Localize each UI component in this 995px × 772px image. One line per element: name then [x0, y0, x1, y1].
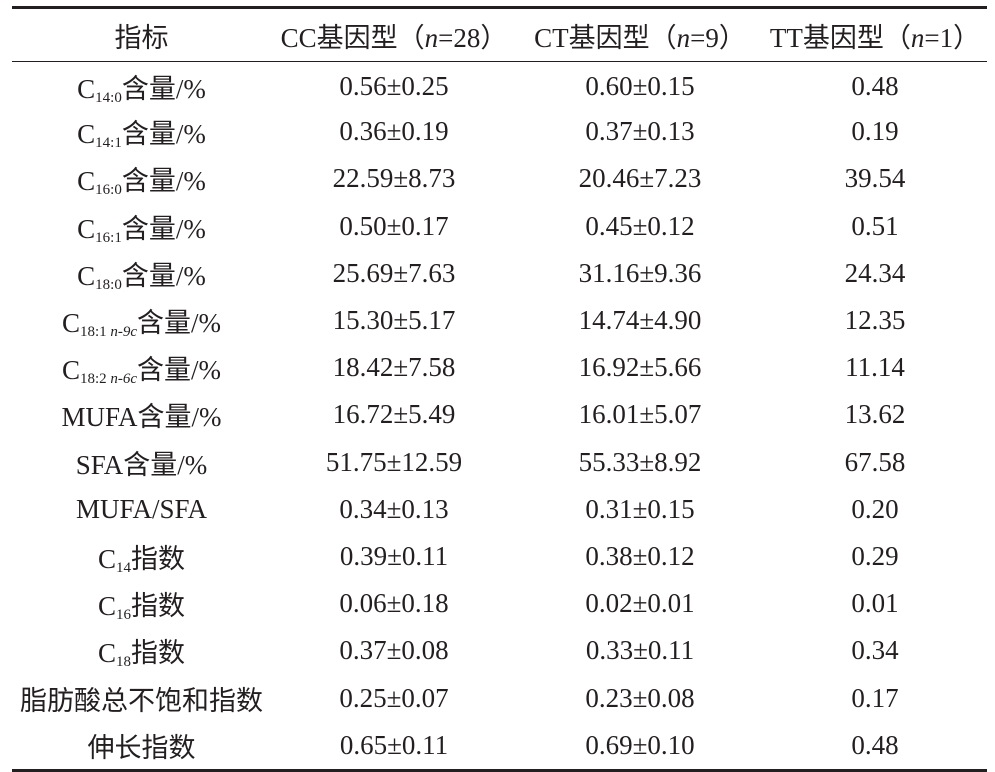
- table-row: C16:0含量/% 22.59±8.73 20.46±7.23 39.54: [12, 155, 987, 202]
- tt-value: 0.19: [851, 116, 899, 147]
- cc-value: 0.37±0.08: [339, 635, 449, 666]
- cc-value: 0.39±0.11: [339, 540, 449, 571]
- row-indicator: C18:0含量/%: [77, 260, 206, 293]
- ct-value: 0.38±0.12: [585, 540, 695, 571]
- ct-value: 0.45±0.12: [585, 210, 695, 241]
- row-indicator: C18指数: [97, 638, 185, 671]
- header-rule: [12, 61, 987, 62]
- row-indicator: C14:1含量/%: [77, 119, 206, 152]
- row-indicator: 伸长指数: [87, 732, 196, 763]
- table-row: C18指数 0.37±0.08 0.33±0.11 0.34: [12, 627, 987, 674]
- subscript: 16:1: [95, 229, 122, 246]
- cc-value: 0.36±0.19: [339, 116, 449, 147]
- ct-value: 0.60±0.15: [585, 70, 695, 101]
- cc-value: 0.25±0.07: [339, 682, 449, 713]
- ct-value: 16.01±5.07: [578, 399, 702, 430]
- tt-value: 0.01: [851, 588, 899, 619]
- row-indicator: MUFA含量/%: [61, 402, 222, 433]
- cc-value: 25.69±7.63: [332, 257, 456, 288]
- subscript: 14:0: [95, 89, 122, 106]
- ct-value: 0.33±0.11: [585, 635, 695, 666]
- data-table: 指标 CC基因型（n=28） CT基因型（n=9） TT基因型（n=1） C14…: [12, 9, 987, 769]
- subscript: 18:1 n-9c: [79, 324, 138, 341]
- table-row: SFA含量/% 51.75±12.59 55.33±8.92 67.58: [12, 439, 987, 486]
- cc-value: 0.50±0.17: [339, 210, 449, 241]
- header-row: 指标 CC基因型（n=28） CT基因型（n=9） TT基因型（n=1）: [12, 9, 987, 61]
- ct-value: 0.23±0.08: [585, 682, 695, 713]
- tt-value: 12.35: [844, 305, 906, 336]
- tt-value: 0.20: [851, 493, 899, 524]
- table-row: C14:1含量/% 0.36±0.19 0.37±0.13 0.19: [12, 108, 987, 155]
- cc-value: 0.56±0.25: [339, 70, 449, 101]
- cc-value: 0.65±0.11: [339, 729, 449, 760]
- tt-value: 0.48: [851, 729, 899, 760]
- row-indicator: MUFA/SFA: [75, 493, 208, 524]
- row-indicator: C16:1含量/%: [77, 213, 206, 246]
- row-indicator: C16:0含量/%: [77, 166, 206, 199]
- cc-value: 0.34±0.13: [339, 493, 449, 524]
- table-row: MUFA/SFA 0.34±0.13 0.31±0.15 0.20: [12, 486, 987, 533]
- table-row: C16:1含量/% 0.50±0.17 0.45±0.12 0.51: [12, 203, 987, 250]
- bottom-rule: [12, 768, 987, 772]
- tt-value: 0.29: [851, 540, 899, 571]
- header-cc-genotype: CC基因型（n=28）: [280, 22, 508, 53]
- ct-value: 0.31±0.15: [585, 493, 695, 524]
- tt-value: 0.51: [851, 210, 899, 241]
- row-indicator: C16指数: [97, 591, 185, 624]
- table-row: 脂肪酸总不饱和指数 0.25±0.07 0.23±0.08 0.17: [12, 674, 987, 721]
- cc-value: 0.06±0.18: [339, 588, 449, 619]
- table-body: C14:0含量/% 0.56±0.25 0.60±0.15 0.48 C14:1含量/%…: [12, 61, 987, 769]
- subscript: 18: [116, 654, 131, 671]
- table-row: 伸长指数 0.65±0.11 0.69±0.10 0.48: [12, 722, 987, 769]
- table-row: C14:0含量/% 0.56±0.25 0.60±0.15 0.48: [12, 61, 987, 108]
- ct-value: 0.37±0.13: [585, 116, 695, 147]
- cc-value: 51.75±12.59: [325, 446, 463, 477]
- row-indicator: C14指数: [97, 543, 185, 576]
- tt-value: 11.14: [845, 352, 905, 383]
- header-ct-genotype: CT基因型（n=9）: [534, 22, 746, 53]
- header-tt-genotype: TT基因型（n=1）: [769, 22, 981, 53]
- row-indicator: SFA含量/%: [75, 449, 208, 480]
- table-row: C16指数 0.06±0.18 0.02±0.01 0.01: [12, 580, 987, 627]
- tt-value: 0.48: [851, 70, 899, 101]
- ct-value: 16.92±5.66: [578, 352, 702, 383]
- top-rule: [12, 6, 987, 9]
- row-indicator: C18:1 n-9c含量/%: [61, 308, 222, 341]
- ct-value: 0.69±0.10: [585, 729, 695, 760]
- subscript: 18:2 n-6c: [79, 371, 138, 388]
- ct-value: 20.46±7.23: [578, 163, 702, 194]
- subscript: 14:1: [95, 135, 122, 152]
- ct-value: 31.16±9.36: [578, 257, 702, 288]
- row-indicator: C14:0含量/%: [77, 73, 206, 106]
- tt-value: 0.34: [851, 635, 899, 666]
- subscript: 14: [116, 559, 131, 576]
- tt-value: 0.17: [851, 682, 899, 713]
- tt-value: 13.62: [844, 399, 906, 430]
- subscript: 16: [116, 607, 131, 624]
- table-row: C14指数 0.39±0.11 0.38±0.12 0.29: [12, 533, 987, 580]
- header-indicator: 指标: [114, 22, 169, 53]
- ct-value: 55.33±8.92: [578, 446, 702, 477]
- table-row: MUFA含量/% 16.72±5.49 16.01±5.07 13.62: [12, 391, 987, 438]
- tt-value: 24.34: [844, 257, 906, 288]
- cc-value: 18.42±7.58: [332, 352, 456, 383]
- tt-value: 67.58: [844, 446, 906, 477]
- ct-value: 0.02±0.01: [585, 588, 695, 619]
- cc-value: 16.72±5.49: [332, 399, 456, 430]
- ct-value: 14.74±4.90: [578, 305, 702, 336]
- table-row: C18:2 n-6c含量/% 18.42±7.58 16.92±5.66 11.14: [12, 344, 987, 391]
- table-row: C18:1 n-9c含量/% 15.30±5.17 14.74±4.90 12.35: [12, 297, 987, 344]
- row-indicator: 脂肪酸总不饱和指数: [20, 685, 263, 716]
- cc-value: 15.30±5.17: [332, 305, 456, 336]
- table-row: C18:0含量/% 25.69±7.63 31.16±9.36 24.34: [12, 250, 987, 297]
- row-indicator: C18:2 n-6c含量/%: [61, 355, 222, 388]
- tt-value: 39.54: [844, 163, 906, 194]
- cc-value: 22.59±8.73: [332, 163, 456, 194]
- fatty-acid-table: 指标 CC基因型（n=28） CT基因型（n=9） TT基因型（n=1） C14…: [12, 6, 987, 772]
- subscript: 18:0: [95, 276, 122, 293]
- subscript: 16:0: [95, 182, 122, 199]
